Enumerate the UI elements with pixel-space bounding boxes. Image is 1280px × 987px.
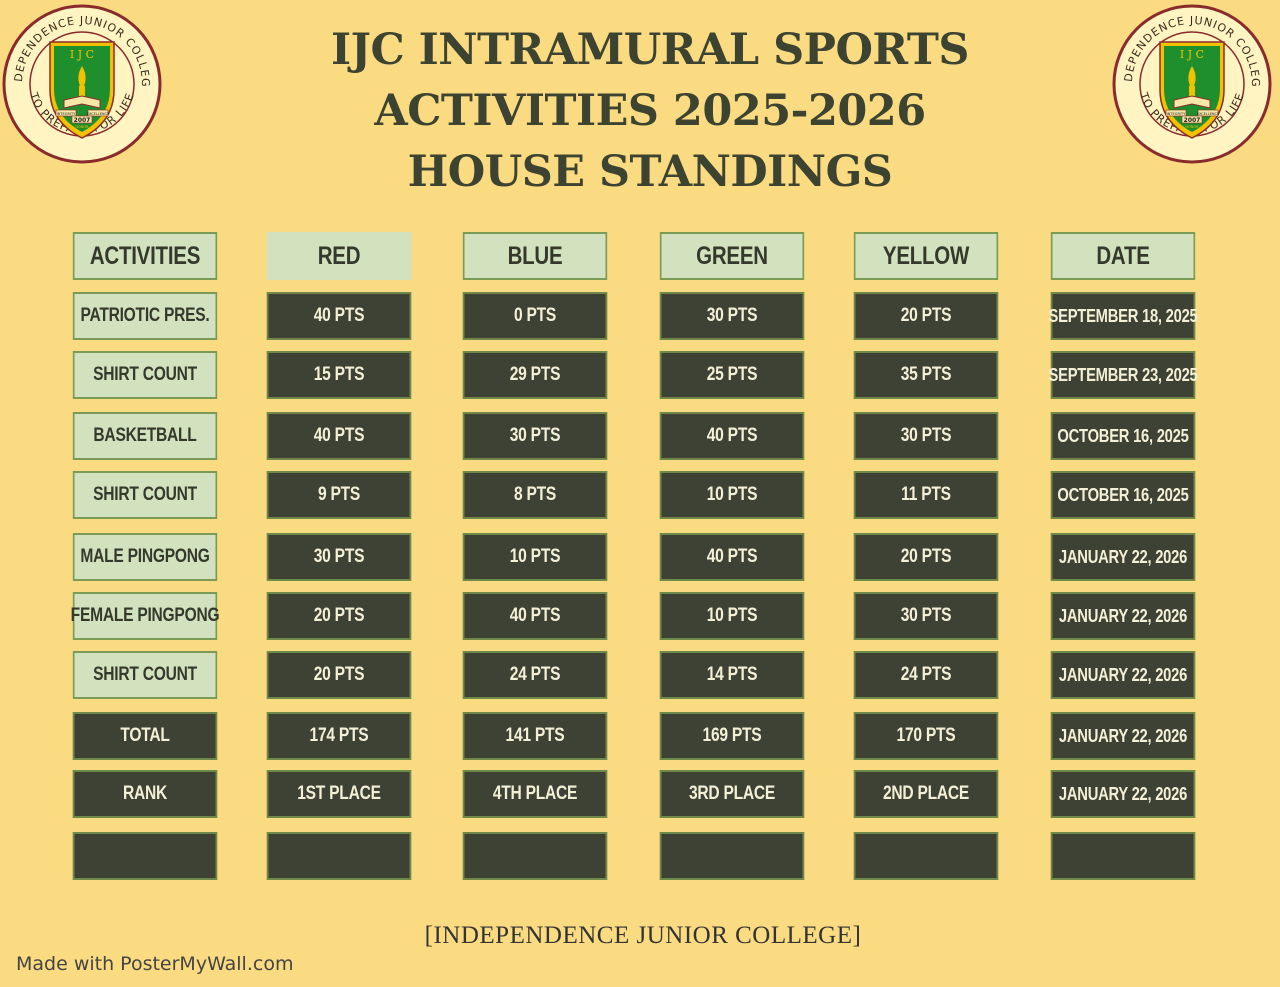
cell-blank-blue — [462, 832, 608, 880]
cell-basketball-yellow: 30 PTS — [853, 412, 999, 460]
cell-male-pingpong-date: JANUARY 22, 2026 — [1050, 533, 1196, 581]
cell-shirt-count-3-red: 20 PTS — [266, 651, 412, 699]
header-yellow: YELLOW — [853, 232, 999, 280]
cell-blank-green — [659, 832, 805, 880]
logo-banner-right: EXCELLENCE — [1197, 112, 1219, 116]
cell-blank-activities — [72, 832, 218, 880]
header-red: RED — [266, 232, 412, 280]
cell-basketball-green: 40 PTS — [659, 412, 805, 460]
cell-shirt-count-1-activities: SHIRT COUNT — [72, 351, 218, 399]
cell-blank-yellow — [853, 832, 999, 880]
made-with-credit: Made with PosterMyWall.com — [16, 953, 294, 975]
header-green: GREEN — [659, 232, 805, 280]
logo-initials: I J C — [70, 48, 94, 61]
cell-total-activities: TOTAL — [72, 712, 218, 760]
cell-male-pingpong-yellow: 20 PTS — [853, 533, 999, 581]
cell-shirt-count-3-activities: SHIRT COUNT — [72, 651, 218, 699]
cell-patriotic-pres-blue: 0 PTS — [462, 292, 608, 340]
cell-total-green: 169 PTS — [659, 712, 805, 760]
cell-male-pingpong-red: 30 PTS — [266, 533, 412, 581]
header-date: DATE — [1050, 232, 1196, 280]
cell-total-yellow: 170 PTS — [853, 712, 999, 760]
logo-banner-right: EXCELLENCE — [87, 112, 109, 116]
cell-female-pingpong-activities: FEMALE PINGPONG — [71, 592, 220, 640]
cell-female-pingpong-red: 20 PTS — [266, 592, 412, 640]
cell-shirt-count-3-yellow: 24 PTS — [853, 651, 999, 699]
cell-basketball-red: 40 PTS — [266, 412, 412, 460]
cell-total-blue: 141 PTS — [462, 712, 608, 760]
title-line-2: ACTIVITIES 2025-2026 — [374, 86, 926, 136]
cell-basketball-activities: BASKETBALL — [72, 412, 218, 460]
cell-shirt-count-1-red: 15 PTS — [266, 351, 412, 399]
cell-total-date: JANUARY 22, 2026 — [1050, 712, 1196, 760]
cell-male-pingpong-green: 40 PTS — [659, 533, 805, 581]
cell-rank-yellow: 2ND PLACE — [853, 770, 999, 818]
cell-patriotic-pres-green: 30 PTS — [659, 292, 805, 340]
cell-rank-date: JANUARY 22, 2026 — [1050, 770, 1196, 818]
cell-basketball-date: OCTOBER 16, 2025 — [1050, 412, 1196, 460]
cell-shirt-count-2-activities: SHIRT COUNT — [72, 471, 218, 519]
logo-initials: I J C — [1180, 48, 1204, 61]
cell-blank-date — [1050, 832, 1196, 880]
cell-patriotic-pres-red: 40 PTS — [266, 292, 412, 340]
cell-shirt-count-2-green: 10 PTS — [659, 471, 805, 519]
cell-female-pingpong-yellow: 30 PTS — [853, 592, 999, 640]
cell-female-pingpong-blue: 40 PTS — [462, 592, 608, 640]
title-line-3: HOUSE STANDINGS — [407, 147, 893, 197]
cell-rank-activities: RANK — [72, 770, 218, 818]
college-logo-right: INDEPENDENCE JUNIOR COLLEGE TO PREPARE F… — [1110, 2, 1272, 164]
cell-rank-blue: 4TH PLACE — [462, 770, 608, 818]
logo-banner-mid: HONOR — [1185, 125, 1199, 129]
footer-college-name: [INDEPENDENCE JUNIOR COLLEGE] — [424, 922, 862, 949]
cell-shirt-count-1-blue: 29 PTS — [462, 351, 608, 399]
cell-shirt-count-3-blue: 24 PTS — [462, 651, 608, 699]
cell-shirt-count-2-date: OCTOBER 16, 2025 — [1050, 471, 1196, 519]
cell-female-pingpong-date: JANUARY 22, 2026 — [1050, 592, 1196, 640]
cell-shirt-count-2-blue: 8 PTS — [462, 471, 608, 519]
cell-shirt-count-3-green: 14 PTS — [659, 651, 805, 699]
cell-rank-green: 3RD PLACE — [659, 770, 805, 818]
cell-shirt-count-1-date: SEPTEMBER 23, 2025 — [1049, 351, 1198, 399]
college-logo-left: INDEPENDENCE JUNIOR COLLEGE TO PREPARE F… — [0, 2, 162, 164]
cell-rank-red: 1ST PLACE — [266, 770, 412, 818]
cell-shirt-count-1-yellow: 35 PTS — [853, 351, 999, 399]
cell-shirt-count-2-red: 9 PTS — [266, 471, 412, 519]
cell-patriotic-pres-activities: PATRIOTIC PRES. — [72, 292, 218, 340]
header-activities: ACTIVITIES — [72, 232, 218, 280]
logo-banner-left: INTEGRITY — [57, 112, 76, 116]
logo-banner-left: INTEGRITY — [1167, 112, 1186, 116]
cell-male-pingpong-activities: MALE PINGPONG — [72, 533, 218, 581]
cell-shirt-count-3-date: JANUARY 22, 2026 — [1050, 651, 1196, 699]
poster-title: IJC INTRAMURAL SPORTS ACTIVITIES 2025-20… — [240, 20, 1060, 203]
cell-total-red: 174 PTS — [266, 712, 412, 760]
logo-year: 2007 — [74, 117, 91, 124]
cell-male-pingpong-blue: 10 PTS — [462, 533, 608, 581]
cell-shirt-count-2-yellow: 11 PTS — [853, 471, 999, 519]
cell-blank-red — [266, 832, 412, 880]
title-line-1: IJC INTRAMURAL SPORTS — [331, 25, 969, 75]
header-blue: BLUE — [462, 232, 608, 280]
cell-basketball-blue: 30 PTS — [462, 412, 608, 460]
cell-shirt-count-1-green: 25 PTS — [659, 351, 805, 399]
logo-year: 2007 — [1184, 117, 1201, 124]
cell-patriotic-pres-date: SEPTEMBER 18, 2025 — [1049, 292, 1198, 340]
cell-patriotic-pres-yellow: 20 PTS — [853, 292, 999, 340]
cell-female-pingpong-green: 10 PTS — [659, 592, 805, 640]
logo-banner-mid: HONOR — [75, 125, 89, 129]
